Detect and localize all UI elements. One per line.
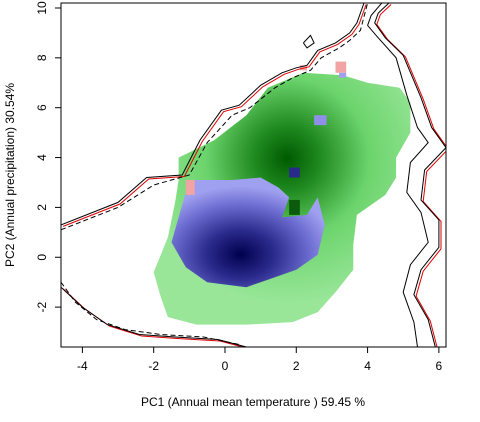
y-axis-title: PC2 (Annual precipitation) 30.54% [3, 83, 17, 267]
blue-cell [339, 72, 347, 78]
black-contour-line [61, 286, 247, 347]
pink-cell [185, 179, 195, 195]
black-contour-line [374, 3, 446, 347]
y-tick-label: 10 [35, 1, 49, 15]
x-tick-label: -4 [77, 359, 88, 373]
black-contour-line [61, 3, 365, 226]
blue-cell [314, 115, 327, 126]
green-cell [289, 199, 300, 215]
y-tick-label: 6 [35, 104, 49, 111]
black-contour-line [302, 34, 315, 49]
black-contour-line [367, 3, 429, 347]
y-tick-label: -2 [35, 301, 49, 312]
x-tick-label: 6 [436, 359, 443, 373]
y-tick-label: 2 [35, 204, 49, 211]
x-tick-label: 2 [293, 359, 300, 373]
blue-cell [289, 167, 300, 178]
y-tick-label: 4 [35, 154, 49, 161]
x-tick-label: 4 [364, 359, 371, 373]
y-tick-label: 0 [35, 254, 49, 261]
y-tick-label: 8 [35, 54, 49, 61]
blue-range-area [171, 177, 325, 288]
x-tick-label: -2 [148, 359, 159, 373]
red-contour-line [62, 4, 367, 227]
black-dashed-contour-line [61, 3, 369, 231]
x-axis: -4 -2 0 2 4 6 [77, 347, 443, 373]
plot-frame [60, 2, 447, 348]
red-contour-line [376, 4, 446, 347]
x-axis-title: PC1 (Annual mean temperature ) 59.45 % [141, 395, 365, 409]
black-dashed-contour-line [61, 281, 240, 345]
y-axis: -2 0 2 4 6 8 10 [35, 1, 61, 312]
x-tick-label: 0 [222, 359, 229, 373]
plot-area [61, 3, 446, 347]
pink-cell [335, 61, 347, 73]
